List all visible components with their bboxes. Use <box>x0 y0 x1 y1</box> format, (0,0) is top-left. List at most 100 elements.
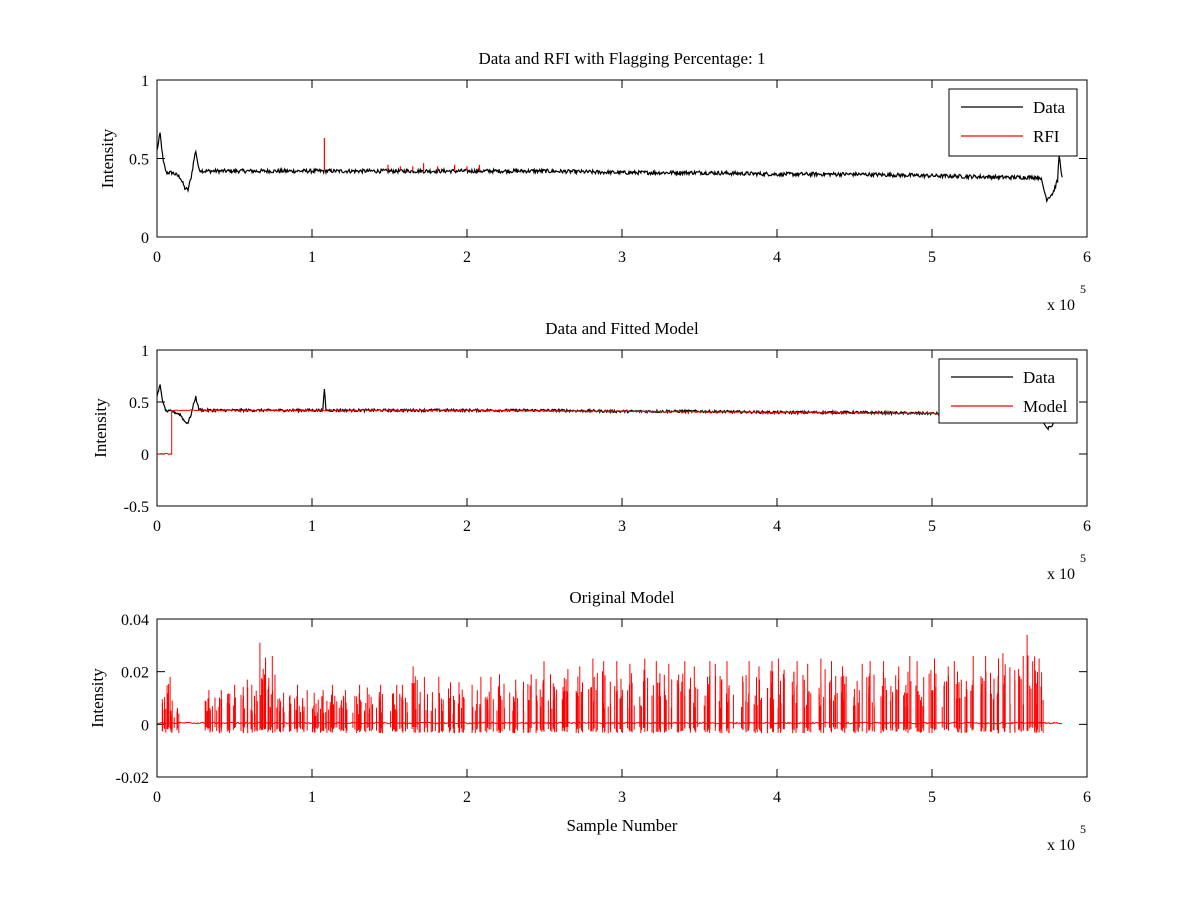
legend: Data Model <box>938 358 1078 424</box>
y-axis-label: Intensity <box>91 398 110 458</box>
x-tick-label: 0 <box>153 249 161 266</box>
model-burst <box>627 663 635 733</box>
y-tick-label: -0.02 <box>116 770 149 787</box>
y-tick-label: 0 <box>141 447 149 464</box>
model-burst <box>840 666 847 734</box>
chart-title: Original Model <box>569 588 675 607</box>
y-tick-label: 0.5 <box>129 395 149 412</box>
model-burst <box>676 661 686 733</box>
model-burst <box>352 684 362 734</box>
model-burst <box>161 676 171 733</box>
model-burst <box>941 666 949 731</box>
model-burst <box>471 676 482 734</box>
legend-label: Data <box>1023 368 1056 387</box>
x-tick-label: 1 <box>308 518 316 535</box>
model-burst <box>484 676 494 733</box>
model-burst <box>703 661 711 733</box>
x-tick-label: 0 <box>153 518 161 535</box>
model-burst <box>1002 653 1011 733</box>
legend-box <box>948 88 1078 157</box>
data-line <box>157 384 1063 431</box>
legend-label: RFI <box>1033 127 1060 146</box>
model-burst <box>791 661 798 734</box>
legend: Data RFI <box>948 88 1078 157</box>
plot-area <box>157 132 1063 204</box>
model-burst <box>457 682 465 733</box>
model-burst <box>903 655 912 733</box>
y-axis-label: Intensity <box>98 128 117 188</box>
x-tick-label: 3 <box>618 249 626 266</box>
x-tick-label: 4 <box>773 249 781 266</box>
subplot-1: Data and RFI with Flagging Percentage: 1… <box>98 49 1091 314</box>
y-tick-label: -0.5 <box>124 499 149 516</box>
x-multiplier-exponent: 5 <box>1080 551 1086 565</box>
model-burst <box>250 684 258 733</box>
x-tick-label: 4 <box>773 518 781 535</box>
model-burst <box>614 661 623 733</box>
x-tick-label: 1 <box>308 249 316 266</box>
x-multiplier: x 10 <box>1047 566 1075 583</box>
model-burst <box>688 666 699 733</box>
model-burst <box>214 690 223 734</box>
y-tick-label: 0.5 <box>129 152 149 169</box>
y-tick-label: 0.04 <box>121 612 149 629</box>
model-burst <box>980 655 987 732</box>
y-tick-label: 1 <box>141 73 149 90</box>
model-burst <box>928 658 937 734</box>
legend-label: Model <box>1023 397 1068 416</box>
legend-box <box>938 358 1078 424</box>
x-tick-label: 5 <box>928 789 936 806</box>
x-tick-label: 0 <box>153 789 161 806</box>
model-burst <box>259 642 267 731</box>
model-burst <box>535 661 545 734</box>
model-burst <box>964 655 974 733</box>
model-burst <box>411 666 421 733</box>
model-burst <box>448 682 455 734</box>
model-burst <box>364 687 373 733</box>
plot-area <box>157 384 1063 456</box>
model-burst <box>240 679 249 734</box>
y-tick-label: 0.02 <box>121 665 149 682</box>
x-multiplier: x 10 <box>1047 837 1075 854</box>
model-burst <box>298 690 308 733</box>
x-tick-label: 6 <box>1083 518 1091 535</box>
model-burst <box>953 661 962 734</box>
x-tick-label: 6 <box>1083 249 1091 266</box>
model-burst <box>915 661 925 733</box>
x-tick-label: 1 <box>308 789 316 806</box>
model-burst <box>496 674 505 733</box>
model-burst <box>547 674 558 733</box>
model-burst <box>376 684 383 734</box>
x-tick-label: 3 <box>618 518 626 535</box>
model-burst <box>818 658 826 733</box>
legend-label: Data <box>1033 98 1066 117</box>
x-tick-label: 6 <box>1083 789 1091 806</box>
model-line <box>157 409 1063 456</box>
x-tick-label: 5 <box>928 249 936 266</box>
model-burst <box>434 676 444 733</box>
model-burst <box>829 661 838 733</box>
model-burst <box>880 661 887 734</box>
model-burst <box>753 666 762 734</box>
model-burst <box>170 700 180 733</box>
model-burst <box>390 684 398 732</box>
x-tick-label: 3 <box>618 789 626 806</box>
y-axis-label: Intensity <box>88 668 107 728</box>
model-burst <box>338 690 348 733</box>
plot-area <box>157 634 1063 734</box>
model-burst <box>990 658 999 734</box>
model-burst <box>777 658 785 733</box>
x-multiplier-exponent: 5 <box>1080 822 1086 836</box>
model-burst <box>312 692 319 733</box>
x-tick-label: 2 <box>463 518 471 535</box>
model-burst <box>714 663 723 734</box>
chart-title: Data and Fitted Model <box>545 319 699 338</box>
x-tick-label: 4 <box>773 789 781 806</box>
model-burst <box>639 658 649 734</box>
x-tick-label: 2 <box>463 249 471 266</box>
y-tick-label: 0 <box>141 230 149 247</box>
x-tick-label: 5 <box>928 518 936 535</box>
subplot-2: Data and Fitted Model Intensity 0 1 2 3 4 5 6 -0.… <box>91 319 1091 583</box>
model-burst <box>267 655 276 733</box>
